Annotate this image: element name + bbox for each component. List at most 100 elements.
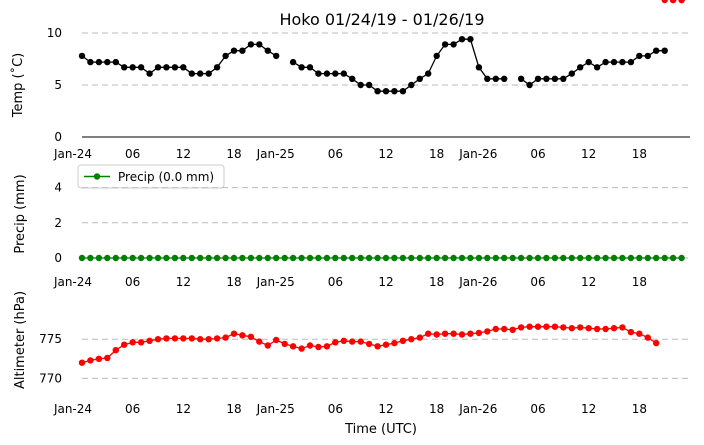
temp-data-point xyxy=(87,58,94,66)
altimeter-data-point xyxy=(213,335,221,342)
precip-data-point xyxy=(551,254,559,262)
temp-y-axis-label: Temp (˚C) xyxy=(10,53,26,119)
precip-data-point xyxy=(509,254,516,262)
precip-data-point xyxy=(577,254,584,262)
altimeter-data-point xyxy=(526,323,533,330)
temp-data-point xyxy=(551,75,559,83)
altimeter-x-tick-label: 12 xyxy=(581,402,596,416)
temp-data-point xyxy=(441,41,449,48)
altimeter-data-point xyxy=(484,328,491,335)
altimeter-x-tick-label: 18 xyxy=(632,402,647,416)
precip-data-point xyxy=(475,254,483,262)
altimeter-data-point xyxy=(602,325,609,333)
altimeter-data-point xyxy=(644,334,651,341)
altimeter-data-point xyxy=(593,325,601,333)
precip-data-point xyxy=(137,254,145,262)
temp-data-point xyxy=(95,58,103,66)
precip-data-point xyxy=(180,254,187,262)
temp-data-point xyxy=(205,70,212,77)
temp-data-point xyxy=(213,64,221,71)
altimeter-data-point xyxy=(534,323,542,330)
temp-data-point xyxy=(104,58,111,66)
precip-x-tick-label: 06 xyxy=(328,275,343,289)
temp-data-point xyxy=(560,75,567,83)
precip-data-point xyxy=(644,254,651,262)
precip-x-tick-label: 18 xyxy=(429,275,444,289)
temp-data-point xyxy=(543,75,550,83)
temp-plot: 0 5 10 Jan-24 06 12 18 Jan-25 06 12 18 Jan-26 06 12 18 xyxy=(47,0,690,161)
temp-data-point xyxy=(264,47,271,54)
altimeter-data-point xyxy=(636,330,643,337)
temp-data-point xyxy=(627,58,635,66)
temp-data-point xyxy=(323,70,331,77)
altimeter-data-point xyxy=(230,330,238,337)
precip-x-tick-label: Jan-24 xyxy=(53,275,92,289)
temp-series-line xyxy=(292,38,505,92)
altimeter-data-point xyxy=(365,340,373,348)
altimeter-data-point xyxy=(450,330,457,337)
precip-data-point xyxy=(306,254,314,262)
precip-data-point xyxy=(636,254,643,262)
precip-data-point xyxy=(349,254,356,262)
altimeter-data-point xyxy=(332,339,339,346)
altimeter-data-point xyxy=(104,354,111,362)
temp-data-point xyxy=(610,58,618,66)
altimeter-data-point xyxy=(281,340,288,348)
precip-data-point xyxy=(281,254,288,262)
precip-data-point xyxy=(425,254,432,262)
precip-data-point xyxy=(332,254,339,262)
precip-x-tick-label: Jan-25 xyxy=(256,275,295,289)
temp-data-point xyxy=(112,58,120,66)
precip-data-point xyxy=(416,254,423,262)
altimeter-data-point xyxy=(306,342,314,349)
precip-data-point xyxy=(239,254,246,262)
precip-data-point xyxy=(484,254,491,262)
temp-x-tick-label: 06 xyxy=(328,147,343,161)
temp-data-point xyxy=(289,58,297,66)
altimeter-data-point xyxy=(129,339,136,346)
precip-data-point xyxy=(340,254,347,262)
precip-x-tick-label: 12 xyxy=(378,275,393,289)
legend-marker xyxy=(93,173,101,180)
temp-data-point xyxy=(129,64,136,71)
precip-data-point xyxy=(568,254,575,262)
altimeter-data-point xyxy=(669,0,677,4)
altimeter-data-point xyxy=(551,323,559,330)
precip-y-tick-label: 0 xyxy=(54,251,62,265)
precip-data-point xyxy=(399,254,407,262)
temp-data-point xyxy=(137,64,145,71)
altimeter-data-point xyxy=(197,336,204,343)
altimeter-data-point xyxy=(163,335,170,342)
altimeter-data-point xyxy=(154,336,162,343)
temp-data-point xyxy=(467,36,474,43)
temp-data-point xyxy=(230,47,238,54)
temp-x-tick-label: 06 xyxy=(530,147,545,161)
temp-x-tick-label: Jan-25 xyxy=(256,147,295,161)
precip-data-point xyxy=(298,254,305,262)
precip-y-axis-label: Precip (mm) xyxy=(13,174,28,253)
temp-data-point xyxy=(458,36,466,43)
altimeter-data-point xyxy=(112,347,120,354)
precip-data-point xyxy=(273,254,280,262)
temp-data-point xyxy=(425,70,432,77)
precip-data-point xyxy=(171,254,179,262)
temp-data-point xyxy=(340,70,347,77)
precip-data-point xyxy=(602,254,609,262)
temp-data-point xyxy=(433,52,440,60)
temp-x-tick-label: 18 xyxy=(632,147,647,161)
precip-data-point xyxy=(146,254,153,262)
temp-y-tick-label: 0 xyxy=(54,130,62,144)
precip-x-tick-label: 06 xyxy=(125,275,140,289)
precip-y-tick-label: 2 xyxy=(54,216,62,230)
altimeter-data-point xyxy=(323,343,331,350)
precip-data-point xyxy=(501,254,508,262)
altimeter-data-point xyxy=(458,331,466,338)
altimeter-data-point xyxy=(374,343,381,350)
temp-data-point xyxy=(197,70,204,77)
temp-data-point xyxy=(349,75,356,83)
precip-data-point xyxy=(213,254,221,262)
altimeter-data-point xyxy=(627,328,635,336)
precip-data-point xyxy=(391,254,398,262)
temp-data-point xyxy=(416,75,423,83)
precip-data-point xyxy=(289,254,297,262)
